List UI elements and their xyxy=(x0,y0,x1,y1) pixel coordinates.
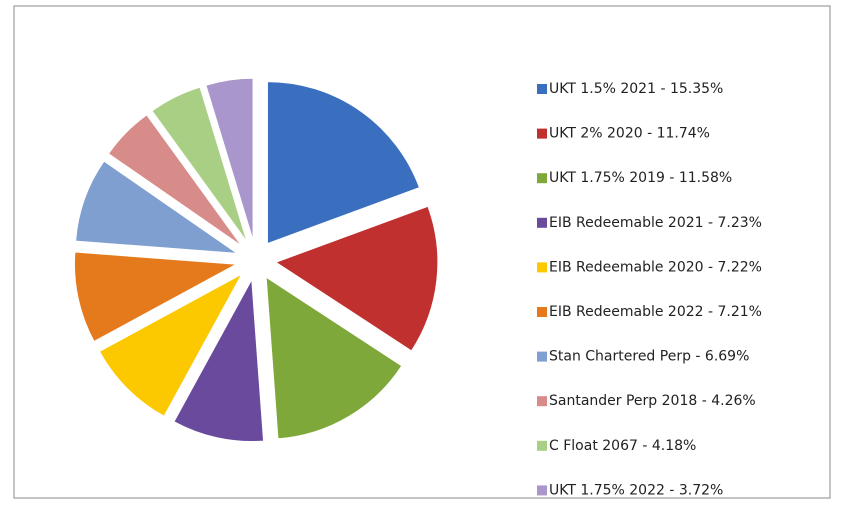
legend-swatch xyxy=(537,396,547,407)
legend-label: UKT 1.5% 2021 - 15.35% xyxy=(549,81,723,97)
pie-slice xyxy=(266,81,421,245)
legend-label: UKT 1.75% 2019 - 11.58% xyxy=(549,170,732,186)
legend-label: Santander Perp 2018 - 4.26% xyxy=(549,393,756,409)
pie-slice xyxy=(151,86,248,243)
legend-label: EIB Redeemable 2022 - 7.21% xyxy=(549,304,762,320)
legend-label: EIB Redeemable 2021 - 7.23% xyxy=(549,215,762,231)
legend-swatch xyxy=(537,307,547,317)
pie-slice xyxy=(265,276,403,440)
legend-label: Stan Chartered Perp - 6.69% xyxy=(549,349,749,365)
legend-swatch xyxy=(537,84,547,94)
legend-swatch xyxy=(537,262,547,273)
legend-swatch xyxy=(537,440,547,451)
pie-slice xyxy=(73,251,239,343)
legend-label: C Float 2067 - 4.18% xyxy=(549,438,696,454)
pie-slice xyxy=(98,272,244,417)
legend-label: UKT 1.75% 2022 - 3.72% xyxy=(549,482,723,498)
legend-label: EIB Redeemable 2020 - 7.22% xyxy=(549,259,762,275)
pie-slice xyxy=(205,77,254,241)
pie-slice xyxy=(107,114,243,247)
legend-swatch xyxy=(537,128,547,139)
pie-slice xyxy=(274,205,439,352)
legend-label: UKT 2% 2020 - 11.74% xyxy=(549,126,710,142)
legend-swatch xyxy=(537,351,547,362)
legend-swatch xyxy=(537,217,547,228)
legend-swatch xyxy=(537,173,547,184)
pie-slice xyxy=(75,160,239,254)
pie-slice xyxy=(173,277,265,443)
legend-swatch xyxy=(537,485,547,496)
